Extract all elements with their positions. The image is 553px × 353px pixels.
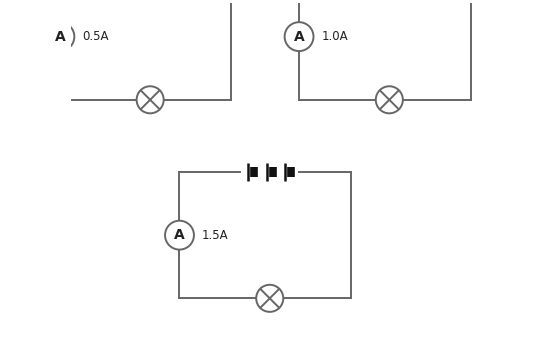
Circle shape <box>45 22 74 51</box>
Text: 1.0A: 1.0A <box>322 30 348 43</box>
Text: A: A <box>294 30 305 44</box>
Circle shape <box>256 285 283 312</box>
Circle shape <box>137 86 164 113</box>
Text: 1.5A: 1.5A <box>202 229 229 242</box>
Text: 0.5A: 0.5A <box>82 30 109 43</box>
Circle shape <box>285 22 314 51</box>
Circle shape <box>376 86 403 113</box>
Text: A: A <box>55 30 65 44</box>
Circle shape <box>165 221 194 250</box>
Text: A: A <box>174 228 185 242</box>
